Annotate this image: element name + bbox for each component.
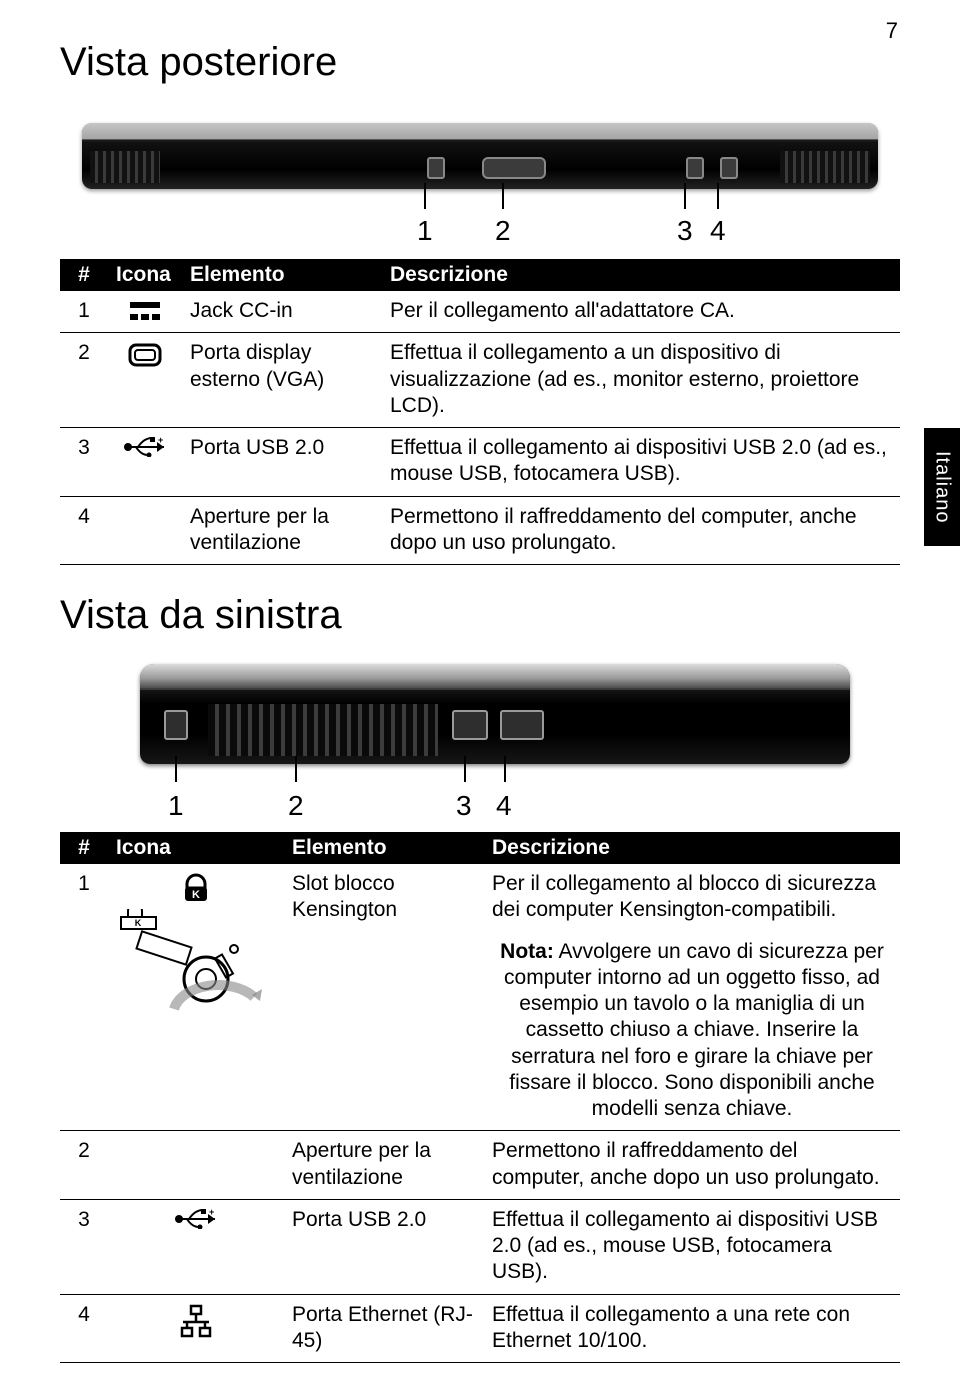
section-title-rear: Vista posteriore (60, 40, 900, 85)
cell-num: 1 (60, 291, 108, 333)
col-elem: Elemento (182, 259, 382, 291)
callout-label: 4 (496, 790, 512, 822)
language-tab: Italiano (924, 428, 960, 546)
cell-desc: Per il collegamento al blocco di sicurez… (484, 864, 900, 932)
col-icon: Icona (108, 832, 284, 864)
callout-label: 4 (710, 215, 726, 247)
dc-in-icon (108, 291, 182, 333)
section-title-left: Vista da sinistra (60, 593, 900, 638)
cell-desc: Permettono il raffreddamento del compute… (484, 1131, 900, 1200)
table-row: 2 Porta display esterno (VGA) Effettua i… (60, 333, 900, 428)
callout-label: 2 (495, 215, 511, 247)
callout-label: 3 (677, 215, 693, 247)
svg-text:K: K (135, 918, 142, 928)
cell-desc: Effettua il collegamento ai dispositivi … (484, 1199, 900, 1294)
cell-elem: Porta USB 2.0 (182, 428, 382, 497)
callout-label: 1 (168, 790, 184, 822)
cell-num: 1 (60, 864, 108, 1131)
callouts-left: 1 2 3 4 (70, 774, 890, 824)
cell-elem: Aperture per la ventilazione (182, 496, 382, 565)
monitor-icon (108, 333, 182, 428)
cell-elem: Porta display esterno (VGA) (182, 333, 382, 428)
cell-desc: Effettua il collegamento a un dispositiv… (382, 333, 900, 428)
table-row: 4 Porta Ethernet (RJ-45) Effettua il col… (60, 1294, 900, 1363)
figure-left-view (70, 652, 890, 772)
note-text: Avvolgere un cavo di sicurezza per compu… (504, 940, 884, 1121)
col-desc: Descrizione (484, 832, 900, 864)
col-icon: Icona (108, 259, 182, 291)
cell-elem: Slot blocco Kensington (284, 864, 484, 1131)
usb-icon: + (108, 428, 182, 497)
cell-num: 4 (60, 1294, 108, 1363)
cell-desc: Permettono il raffreddamento del compute… (382, 496, 900, 565)
svg-text:+: + (158, 437, 163, 445)
col-elem: Elemento (284, 832, 484, 864)
svg-text:K: K (192, 889, 200, 901)
cell-num: 4 (60, 496, 108, 565)
cell-note: Nota: Avvolgere un cavo di sicurezza per… (484, 932, 900, 1131)
cell-elem: Jack CC-in (182, 291, 382, 333)
table-row: 1 Jack CC-in Per il collegamento all'ada… (60, 291, 900, 333)
cell-desc: Effettua il collegamento a una rete con … (484, 1294, 900, 1363)
callout-label: 3 (456, 790, 472, 822)
cell-desc: Effettua il collegamento ai dispositivi … (382, 428, 900, 497)
no-icon (108, 496, 182, 565)
cell-num: 3 (60, 428, 108, 497)
table-rear: # Icona Elemento Descrizione 1 Jack CC-i… (60, 259, 900, 565)
figure-rear-view (70, 99, 890, 199)
cell-elem: Porta USB 2.0 (284, 1199, 484, 1294)
table-left: # Icona Elemento Descrizione 1 K K (60, 832, 900, 1363)
table-row: 2 Aperture per la ventilazione Permetton… (60, 1131, 900, 1200)
callout-label: 2 (288, 790, 304, 822)
ethernet-icon (108, 1294, 284, 1363)
cell-num: 3 (60, 1199, 108, 1294)
cell-num: 2 (60, 333, 108, 428)
col-num: # (60, 832, 108, 864)
callout-label: 1 (417, 215, 433, 247)
no-icon (108, 1131, 284, 1200)
cell-elem: Porta Ethernet (RJ-45) (284, 1294, 484, 1363)
col-num: # (60, 259, 108, 291)
table-row: 3 + Porta USB 2.0 Effettua il collegamen… (60, 1199, 900, 1294)
cell-desc: Per il collegamento all'adattatore CA. (382, 291, 900, 333)
table-row: 1 K K (60, 864, 900, 932)
cell-num: 2 (60, 1131, 108, 1200)
kensington-icon: K K (108, 864, 284, 1131)
svg-text:+: + (209, 1209, 214, 1217)
callouts-rear: 1 2 3 4 (70, 201, 890, 251)
col-desc: Descrizione (382, 259, 900, 291)
usb-icon: + (108, 1199, 284, 1294)
table-row: 3 + Porta USB 2.0 Effettua il collegamen… (60, 428, 900, 497)
cell-elem: Aperture per la ventilazione (284, 1131, 484, 1200)
table-row: 4 Aperture per la ventilazione Permetton… (60, 496, 900, 565)
page-number: 7 (886, 18, 898, 44)
